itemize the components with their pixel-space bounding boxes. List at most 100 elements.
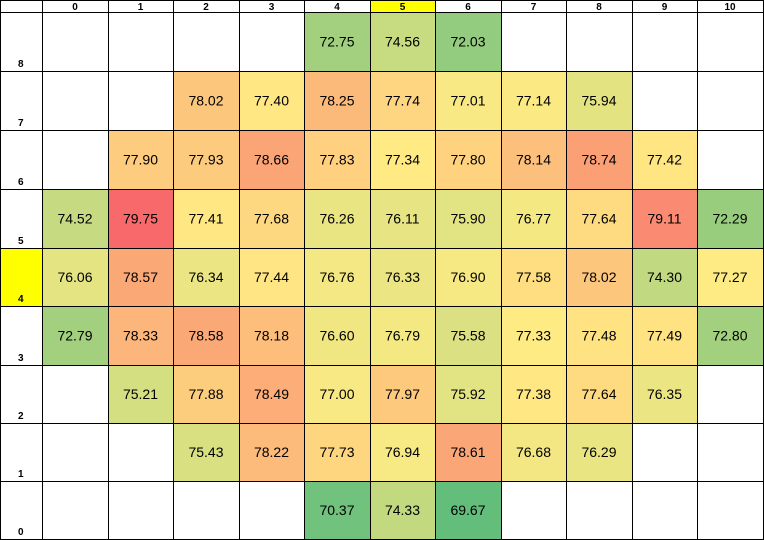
- cell-value-label: 72.75: [319, 34, 354, 50]
- cell-value-label: 77.14: [516, 93, 551, 109]
- heatmap-cell: [566, 71, 632, 130]
- heatmap-cell: [435, 71, 501, 130]
- heatmap-cell: [108, 130, 173, 189]
- cell-value-label: 74.30: [647, 269, 682, 285]
- y-tick-label: 4: [18, 294, 24, 305]
- cell-value-label: 77.33: [516, 328, 551, 344]
- cell-value-label: 76.34: [188, 269, 223, 285]
- cell-value-label: 76.29: [581, 444, 616, 460]
- cell-value-label: 74.33: [385, 502, 420, 518]
- heatmap-cell: [173, 130, 239, 189]
- heatmap-cell: [42, 189, 108, 248]
- x-tick-label: 5: [400, 2, 406, 13]
- heatmap-cell: [304, 481, 370, 539]
- cell-value-label: 76.26: [319, 211, 354, 227]
- y-tick-label: 8: [18, 59, 24, 70]
- cell-value-label: 77.64: [581, 211, 616, 227]
- heatmap-cell: [304, 248, 370, 306]
- heatmap-cell: [501, 248, 566, 306]
- cell-value-label: 76.76: [319, 269, 354, 285]
- heatmap-cell: [239, 189, 304, 248]
- heatmap-cell: [173, 423, 239, 481]
- y-tick-label: 7: [18, 118, 24, 129]
- cell-value-label: 72.03: [450, 34, 485, 50]
- cell-value-label: 78.18: [254, 328, 289, 344]
- heatmap-cell: [501, 130, 566, 189]
- heatmap-cell: [501, 365, 566, 423]
- heatmap-cell: [370, 481, 435, 539]
- cell-value-label: 75.43: [188, 444, 223, 460]
- heatmap-cell: [370, 189, 435, 248]
- y-tick-label: 3: [18, 353, 24, 364]
- heatmap-cell: [304, 71, 370, 130]
- cell-value-label: 75.94: [581, 93, 616, 109]
- y-tick-label: 5: [18, 236, 24, 247]
- x-tick-label: 10: [724, 2, 736, 13]
- cell-value-label: 77.80: [450, 152, 485, 168]
- heatmap-cell: [697, 248, 763, 306]
- heatmap-cell: [239, 306, 304, 365]
- cell-value-label: 76.06: [57, 269, 92, 285]
- heatmap-cell: [566, 189, 632, 248]
- heatmap-cell: [370, 423, 435, 481]
- cell-value-label: 77.49: [647, 328, 682, 344]
- cell-value-label: 77.42: [647, 152, 682, 168]
- heatmap-cell: [108, 306, 173, 365]
- x-tick-label: 3: [269, 2, 275, 13]
- cell-value-label: 77.64: [581, 386, 616, 402]
- heatmap-cell: [370, 71, 435, 130]
- cell-value-label: 77.38: [516, 386, 551, 402]
- cell-value-label: 76.35: [647, 386, 682, 402]
- cell-value-label: 78.58: [188, 328, 223, 344]
- heatmap-cell: [304, 306, 370, 365]
- cell-value-label: 78.61: [450, 444, 485, 460]
- y-header-highlight: [0, 248, 42, 306]
- heatmap-cell: [173, 189, 239, 248]
- heatmap-cell: [239, 71, 304, 130]
- heatmap-cell: [632, 248, 697, 306]
- cell-value-label: 76.90: [450, 269, 485, 285]
- heatmap-cell: [173, 248, 239, 306]
- cell-value-label: 75.90: [450, 211, 485, 227]
- heatmap-cell: [566, 306, 632, 365]
- heatmap-cell: [501, 189, 566, 248]
- heatmap-cell: [370, 130, 435, 189]
- heatmap-cell: [304, 12, 370, 71]
- heatmap-cell: [697, 189, 763, 248]
- cell-value-label: 78.57: [123, 269, 158, 285]
- cell-value-label: 76.60: [319, 328, 354, 344]
- cell-value-label: 77.48: [581, 328, 616, 344]
- heatmap-cell: [370, 365, 435, 423]
- heatmap-cell: [304, 365, 370, 423]
- x-header-highlight: [370, 0, 435, 12]
- heatmap-cell: [435, 130, 501, 189]
- heatmap-cell: [173, 71, 239, 130]
- cell-value-label: 77.88: [188, 386, 223, 402]
- heatmap-cell: [632, 306, 697, 365]
- cell-value-label: 77.40: [254, 93, 289, 109]
- cell-value-label: 78.02: [581, 269, 616, 285]
- heatmap-cell: [632, 365, 697, 423]
- heatmap-cell: [435, 481, 501, 539]
- heatmap-cell: [501, 423, 566, 481]
- cell-value-label: 77.68: [254, 211, 289, 227]
- heatmap-cell: [108, 365, 173, 423]
- y-tick-label: 1: [18, 469, 24, 480]
- heatmap-cell: [566, 365, 632, 423]
- heatmap-cell: [42, 248, 108, 306]
- cell-value-label: 76.77: [516, 211, 551, 227]
- heatmap-cell: [370, 248, 435, 306]
- cell-value-label: 76.11: [386, 211, 420, 227]
- heatmap-cell: [42, 306, 108, 365]
- heatmap-cell: [435, 189, 501, 248]
- heatmap-cell: [501, 306, 566, 365]
- heatmap-cell: [108, 248, 173, 306]
- heatmap-cell: [304, 130, 370, 189]
- x-tick-label: 1: [138, 2, 144, 13]
- heatmap-cell: [173, 306, 239, 365]
- heatmap-cell: [239, 423, 304, 481]
- heatmap-cell: [435, 423, 501, 481]
- heatmap-cell: [697, 306, 763, 365]
- x-tick-label: 9: [662, 2, 668, 13]
